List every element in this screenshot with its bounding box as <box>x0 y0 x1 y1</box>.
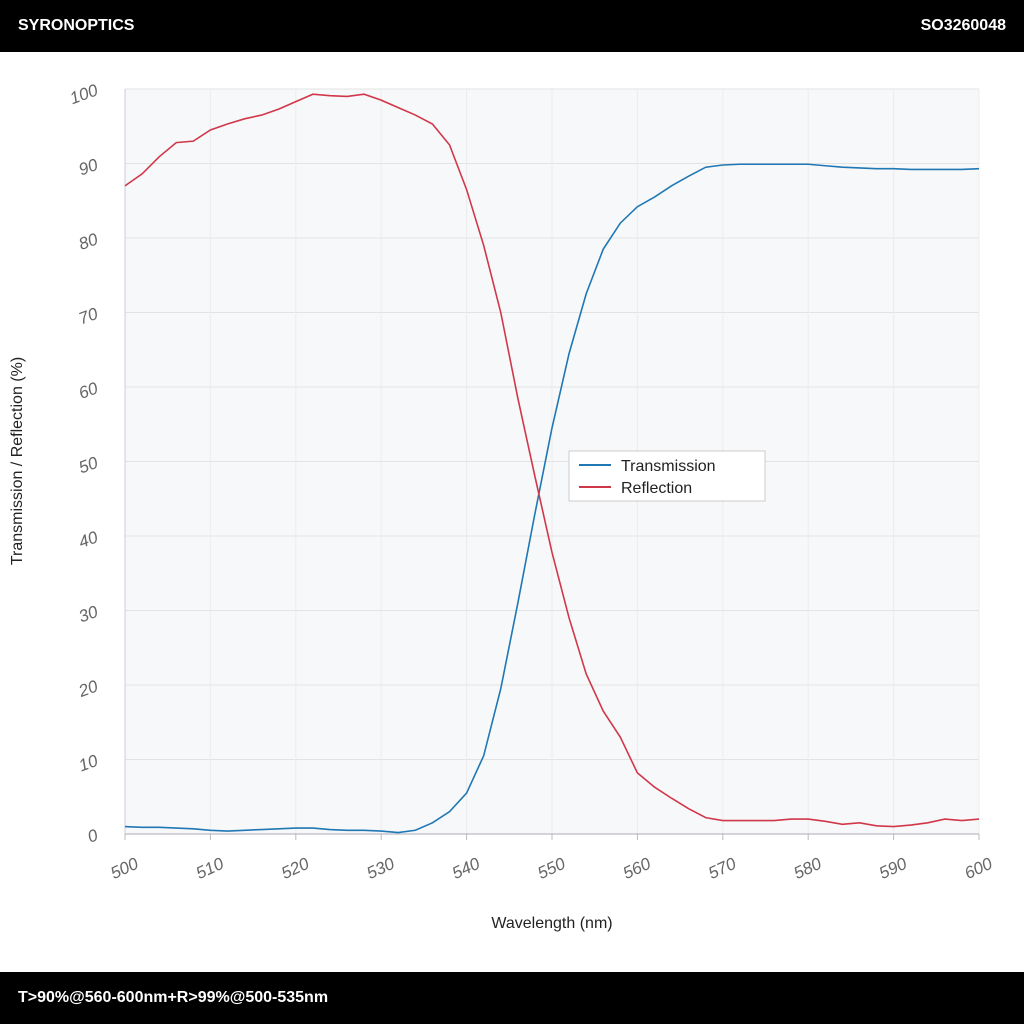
x-tick-label: 500 <box>107 854 141 883</box>
legend-box <box>568 450 766 502</box>
chart: Wavelength (nm) Transmission / Reflectio… <box>9 80 996 932</box>
y-tick-label: 20 <box>75 676 101 701</box>
y-tick-label: 100 <box>67 80 101 108</box>
y-tick-label: 30 <box>76 602 101 627</box>
x-tick-label: 560 <box>620 854 654 883</box>
x-tick-label: 590 <box>876 854 910 883</box>
product-code: SO3260048 <box>920 17 1006 34</box>
y-tick-label: 90 <box>76 155 101 180</box>
footer-text: T>90%@560-600nm+R>99%@500-535nm <box>18 989 329 1006</box>
y-tick-label: 40 <box>76 527 101 552</box>
legend: Transmission Reflection <box>568 450 766 502</box>
x-tick-label: 600 <box>961 854 995 883</box>
brand: SYRONOPTICS <box>18 17 135 34</box>
x-tick-label: 550 <box>534 854 568 883</box>
x-tick-label: 510 <box>193 854 227 883</box>
x-axis-label: Wavelength (nm) <box>491 915 612 932</box>
legend-label: Reflection <box>621 480 692 497</box>
footer: T>90%@560-600nm+R>99%@500-535nm <box>0 972 1024 1024</box>
line <box>124 93 980 828</box>
x-tick-label: 540 <box>449 854 483 883</box>
header: SYRONOPTICS SO3260048 <box>0 0 1024 52</box>
y-tick-label: 50 <box>76 453 101 478</box>
y-tick-label: 70 <box>76 304 101 329</box>
line <box>124 163 980 834</box>
y-axis-label: Transmission / Reflection (%) <box>9 357 26 565</box>
x-tick-label: 530 <box>364 854 398 883</box>
y-tick-label: 80 <box>76 229 101 254</box>
y-tick-label: 10 <box>76 751 101 776</box>
x-tick-label: 580 <box>791 854 825 883</box>
y-tick-label: 60 <box>76 378 101 403</box>
x-tick-label: 520 <box>278 854 312 883</box>
legend-label: Transmission <box>621 458 716 475</box>
y-tick-label: 0 <box>85 825 101 846</box>
x-tick-label: 570 <box>705 854 739 883</box>
